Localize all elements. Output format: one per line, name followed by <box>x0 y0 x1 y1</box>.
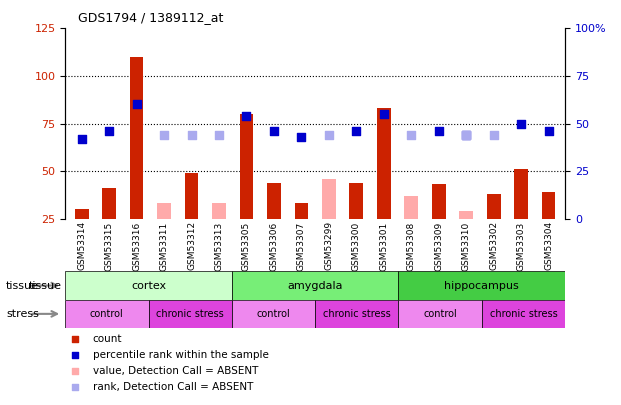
Point <box>461 132 471 138</box>
Point <box>70 384 80 390</box>
Text: tissue: tissue <box>6 281 39 290</box>
Point <box>70 352 80 358</box>
Text: GSM53304: GSM53304 <box>544 221 553 271</box>
Point <box>132 101 142 108</box>
Bar <box>157 203 171 219</box>
Point <box>406 132 416 138</box>
Bar <box>542 192 556 219</box>
Text: rank, Detection Call = ABSENT: rank, Detection Call = ABSENT <box>93 382 253 392</box>
FancyBboxPatch shape <box>399 300 482 328</box>
Text: count: count <box>93 334 122 344</box>
Point <box>489 132 499 138</box>
Point <box>434 128 444 134</box>
Text: GSM53305: GSM53305 <box>242 221 251 271</box>
Bar <box>240 114 253 219</box>
Text: GSM53300: GSM53300 <box>352 221 361 271</box>
Point <box>159 132 169 138</box>
Text: GSM53302: GSM53302 <box>489 221 498 271</box>
Text: percentile rank within the sample: percentile rank within the sample <box>93 350 268 360</box>
Bar <box>514 169 528 219</box>
Text: chronic stress: chronic stress <box>156 309 224 319</box>
Text: GSM53307: GSM53307 <box>297 221 306 271</box>
Point <box>351 128 361 134</box>
Bar <box>130 57 143 219</box>
Text: chronic stress: chronic stress <box>323 309 391 319</box>
Bar <box>322 179 336 219</box>
Point <box>70 336 80 342</box>
FancyBboxPatch shape <box>148 300 232 328</box>
FancyBboxPatch shape <box>232 300 315 328</box>
Text: tissue: tissue <box>29 281 62 290</box>
Text: amygdala: amygdala <box>288 281 343 290</box>
Text: GSM53306: GSM53306 <box>270 221 278 271</box>
Text: GDS1794 / 1389112_at: GDS1794 / 1389112_at <box>78 11 223 24</box>
Point <box>214 132 224 138</box>
Text: control: control <box>90 309 124 319</box>
Text: cortex: cortex <box>131 281 166 290</box>
Bar <box>432 184 446 219</box>
Point <box>516 120 526 127</box>
Point <box>324 132 334 138</box>
Text: GSM53316: GSM53316 <box>132 221 141 271</box>
Text: GSM53312: GSM53312 <box>187 221 196 271</box>
Text: value, Detection Call = ABSENT: value, Detection Call = ABSENT <box>93 366 258 376</box>
Text: hippocampus: hippocampus <box>445 281 519 290</box>
Point <box>70 368 80 374</box>
Text: GSM53299: GSM53299 <box>324 221 333 271</box>
FancyBboxPatch shape <box>232 271 399 300</box>
Text: control: control <box>424 309 457 319</box>
Text: GSM53301: GSM53301 <box>379 221 388 271</box>
Bar <box>184 173 199 219</box>
Bar <box>377 108 391 219</box>
Text: chronic stress: chronic stress <box>489 309 557 319</box>
Point <box>543 128 553 134</box>
Text: GSM53315: GSM53315 <box>105 221 114 271</box>
Text: stress: stress <box>6 309 39 319</box>
Point <box>242 113 252 119</box>
Text: GSM53313: GSM53313 <box>214 221 224 271</box>
Bar <box>75 209 89 219</box>
FancyBboxPatch shape <box>65 300 148 328</box>
Point <box>461 132 471 138</box>
Bar <box>350 183 363 219</box>
Text: control: control <box>256 309 291 319</box>
FancyBboxPatch shape <box>399 271 565 300</box>
Text: GSM53311: GSM53311 <box>160 221 168 271</box>
FancyBboxPatch shape <box>482 300 565 328</box>
Text: GSM53303: GSM53303 <box>517 221 525 271</box>
Bar <box>267 183 281 219</box>
Bar <box>404 196 418 219</box>
Bar <box>460 211 473 219</box>
Bar <box>102 188 116 219</box>
FancyBboxPatch shape <box>315 300 399 328</box>
Point <box>104 128 114 134</box>
Text: GSM53310: GSM53310 <box>462 221 471 271</box>
Bar <box>487 194 501 219</box>
Text: GSM53309: GSM53309 <box>434 221 443 271</box>
Point <box>77 136 87 142</box>
Bar <box>294 203 308 219</box>
Point <box>269 128 279 134</box>
Bar <box>212 203 226 219</box>
Text: GSM53314: GSM53314 <box>77 221 86 271</box>
Point <box>186 132 196 138</box>
Point <box>296 134 306 140</box>
Point <box>379 111 389 117</box>
FancyBboxPatch shape <box>65 271 232 300</box>
Text: GSM53308: GSM53308 <box>407 221 416 271</box>
